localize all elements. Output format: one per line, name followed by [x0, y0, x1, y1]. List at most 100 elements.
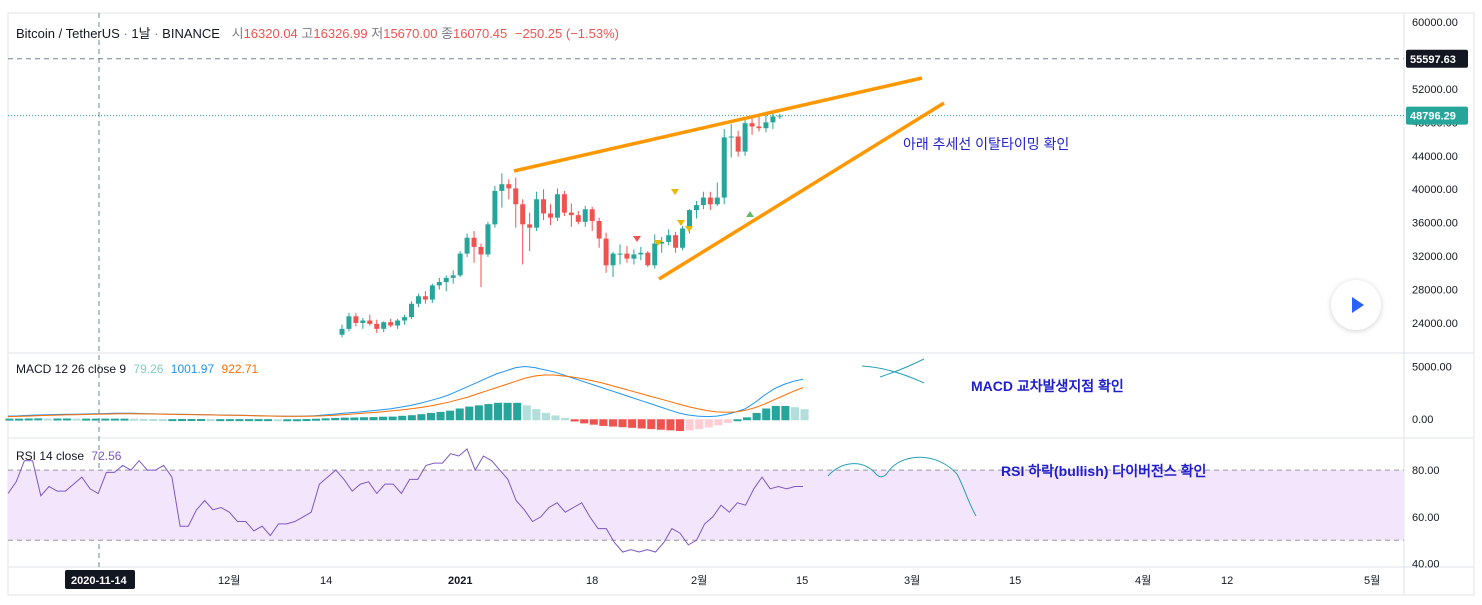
candle-body: [652, 243, 658, 266]
macd-histogram-bar: [436, 411, 445, 421]
candle-body: [527, 224, 533, 228]
time-tick-label: 12월: [218, 574, 240, 587]
macd-histogram-bar: [570, 419, 579, 422]
price-tick-label: 28000.00: [1412, 285, 1458, 297]
macd-histogram-bar: [331, 417, 340, 421]
candle-body: [624, 253, 630, 259]
rsi-annotation: RSI 하락(bullish) 다이버전스 확인: [1001, 463, 1206, 479]
macd-histogram-bar: [158, 419, 167, 422]
macd-histogram-bar: [53, 418, 62, 421]
time-tick-label: 2월: [691, 574, 707, 587]
macd-histogram-bar: [187, 418, 196, 421]
macd-histogram-bar: [101, 418, 110, 421]
price-tick-label: 24000.00: [1412, 318, 1458, 330]
candle-body: [575, 215, 581, 222]
exchange-label: BINANCE: [162, 26, 220, 41]
macd-histogram-bar: [235, 419, 244, 422]
macd-tick-label: 5000.00: [1412, 362, 1452, 374]
rsi-tick-label: 80.00: [1412, 465, 1440, 477]
macd-histogram-bar: [561, 417, 570, 421]
candle-body: [388, 322, 394, 326]
macd-histogram-bar: [465, 406, 474, 421]
macd-histogram-bar: [110, 418, 119, 421]
interval-label[interactable]: 1날: [131, 26, 151, 41]
candle-body: [756, 126, 762, 129]
candle-body: [645, 252, 651, 266]
macd-histogram-bar: [771, 405, 780, 421]
macd-histogram-bar: [15, 418, 24, 421]
macd-histogram-bar: [34, 418, 43, 421]
scroll-to-realtime-button[interactable]: [1331, 280, 1381, 330]
open-label: 시: [231, 26, 244, 41]
candle-body: [777, 115, 783, 117]
play-icon: [1352, 297, 1364, 313]
candle-body: [770, 116, 776, 123]
macd-histogram-bar: [120, 418, 129, 421]
candle-body: [471, 237, 477, 247]
candle-body: [381, 322, 387, 329]
macd-histogram-bar: [168, 419, 177, 422]
candle-body: [714, 197, 720, 205]
macd-histogram-bar: [733, 419, 742, 422]
macd-histogram-bar: [580, 419, 589, 424]
macd-histogram-bar: [522, 405, 531, 421]
change-value: −250.25 (−1.53%): [514, 26, 619, 41]
candle-body: [673, 235, 679, 248]
macd-histogram-bar: [91, 418, 100, 421]
macd-histogram-bar: [321, 418, 330, 421]
macd-histogram-bar: [369, 417, 378, 421]
macd-histogram-bar: [474, 405, 483, 421]
candle-body: [513, 188, 519, 205]
candle-body: [415, 296, 421, 304]
price-tick-label: 40000.00: [1412, 184, 1458, 196]
candle-body: [457, 253, 463, 276]
candle-body: [617, 253, 623, 255]
rsi-value: 72.56: [91, 449, 122, 463]
symbol-legend: Bitcoin / TetherUS · 1날 · BINANCE 시16320…: [16, 26, 619, 41]
macd-histogram-bar: [743, 417, 752, 421]
rsi-drawn-projection: [827, 456, 977, 517]
candle-body: [492, 190, 498, 225]
candle-body: [346, 316, 352, 329]
open-value: 16320.04: [243, 26, 298, 41]
macd-histogram-bar: [312, 418, 321, 421]
time-tick-label: 15: [1009, 575, 1021, 587]
rsi-title[interactable]: RSI 14 close: [16, 449, 85, 463]
candle-body: [693, 205, 699, 211]
macd-histogram-bar: [62, 418, 72, 421]
rsi-tick-label: 40.00: [1412, 559, 1440, 571]
candle-body: [429, 285, 435, 300]
macd-histogram-bar: [273, 419, 282, 422]
macd-histogram-bar: [618, 419, 627, 428]
macd-histogram-bar: [379, 416, 388, 421]
signal-marker: [633, 236, 641, 242]
candle-body: [534, 199, 540, 228]
macd-histogram-bar: [685, 419, 694, 431]
time-tick-label: 4월: [1135, 574, 1151, 587]
macd-title[interactable]: MACD 12 26 close 9: [16, 362, 127, 376]
high-value: 16326.99: [313, 26, 368, 41]
candle-body: [603, 238, 609, 266]
price-annotation: 아래 추세선 이탈타이밍 확인: [903, 136, 1069, 152]
candle-body: [561, 194, 567, 213]
candle-body: [763, 122, 769, 129]
candle-body: [568, 212, 574, 216]
macd-histogram-bar: [264, 419, 273, 422]
time-tick-label: 18: [586, 575, 598, 587]
candle-body: [596, 220, 602, 239]
candle-body: [402, 317, 408, 321]
candle-body: [450, 275, 456, 278]
candle-body: [749, 123, 755, 127]
signal-marker: [685, 226, 693, 232]
close-value: 16070.45: [453, 26, 508, 41]
macd-histogram-bar: [551, 415, 560, 421]
macd-histogram-bar: [484, 404, 493, 421]
symbol-name[interactable]: Bitcoin / TetherUS: [16, 26, 120, 41]
price-tick-label: 36000.00: [1412, 218, 1458, 230]
macd-histogram-bar: [244, 419, 254, 422]
macd-histogram-bar: [455, 408, 464, 421]
macd-histogram-bar: [589, 419, 598, 425]
macd-histogram-bar: [493, 402, 503, 421]
